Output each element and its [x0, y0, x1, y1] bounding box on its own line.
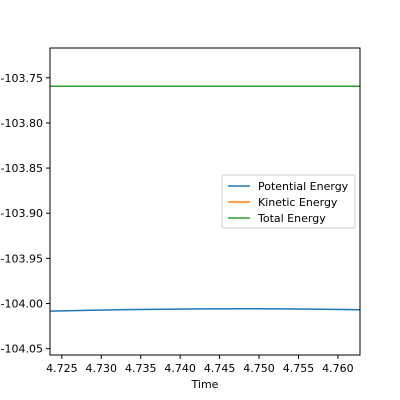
- y-tick-label: -104.00: [1, 298, 43, 311]
- y-tick-label: -104.05: [1, 343, 43, 356]
- y-tick-label: -103.80: [1, 117, 43, 130]
- legend-label-total-energy: Total Energy: [257, 212, 326, 225]
- x-tick-label: 4.740: [164, 362, 196, 375]
- y-tick-label: -103.85: [1, 162, 43, 175]
- x-axis: 4.725 4.730 4.735 4.740 4.745 4.750 4.755 4.760: [46, 355, 354, 375]
- y-tick-label: -103.75: [1, 72, 43, 85]
- legend-box: [221, 174, 356, 229]
- x-tick-label: 4.750: [243, 362, 275, 375]
- x-axis-label: Time: [191, 378, 219, 391]
- x-tick-label: 4.725: [46, 362, 78, 375]
- x-tick-label: 4.760: [322, 362, 354, 375]
- legend-label-potential-energy: Potential Energy: [258, 180, 349, 193]
- plot-area: [49, 47, 361, 356]
- axes-frame: [49, 47, 361, 356]
- x-tick-label: 4.755: [283, 362, 315, 375]
- x-tick-label: 4.745: [204, 362, 236, 375]
- y-tick-label: -103.95: [1, 252, 43, 265]
- legend-label-kinetic-energy: Kinetic Energy: [258, 196, 338, 209]
- y-tick-label: -103.90: [1, 207, 43, 220]
- x-tick-label: 4.730: [86, 362, 118, 375]
- x-tick-label: 4.735: [125, 362, 157, 375]
- y-axis: -103.75 -103.80 -103.85 -103.90 -103.95 -104.…: [1, 72, 50, 356]
- series-line-potential-energy: [50, 308, 360, 312]
- legend: Potential Energy Kinetic Energy Total Ener…: [221, 174, 356, 229]
- series-lines: [50, 85, 360, 312]
